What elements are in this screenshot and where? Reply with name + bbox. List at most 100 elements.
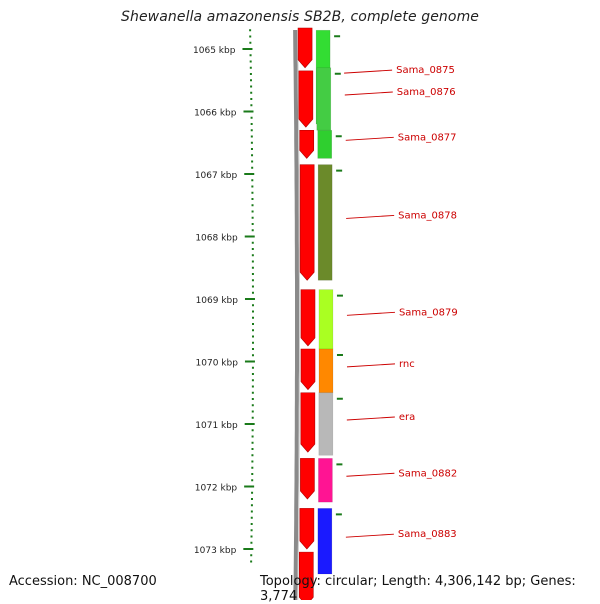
scale-minor-tick: [249, 35, 252, 38]
scale-minor-tick: [251, 410, 254, 413]
scale-minor-tick: [249, 29, 252, 32]
scale-minor-tick: [251, 391, 254, 394]
backbone-outer-arc: [293, 29, 299, 600]
scale-minor-tick: [251, 198, 254, 200]
scale-minor-tick: [251, 210, 254, 213]
genome-title: Shewanella amazonensis SB2B, complete ge…: [120, 9, 480, 25]
scale-minor-tick: [250, 116, 253, 119]
scale-minor-tick: [251, 398, 254, 400]
scale-minor-tick: [250, 554, 253, 557]
gene-block-sama_0883: [317, 508, 333, 575]
scale-minor-tick: [250, 129, 253, 132]
scale-minor-tick: [250, 498, 253, 500]
scale-minor-tick: [251, 291, 254, 294]
scale-minor-tick: [251, 185, 254, 188]
gene-label-leader: [346, 363, 396, 368]
scale-tick-label: 1067 kbp: [195, 171, 238, 181]
gene-label-sama_0878: Sama_0878: [398, 210, 457, 221]
reverse-strand-gene-arrow: [298, 551, 314, 600]
scale-minor-tick: [250, 85, 253, 88]
gene-block-sama_0877: [317, 129, 333, 159]
gene-label-rnc: rnc: [399, 359, 415, 370]
gene-label-leader: [344, 69, 393, 74]
scale-minor-tick: [250, 516, 253, 519]
scale-minor-tick: [251, 191, 254, 194]
scale-minor-tick: [249, 41, 252, 44]
gene-block-era: [318, 392, 334, 456]
gene-label-leader: [345, 136, 394, 141]
gene-labels: Sama_0875 Sama_0876 Sama_0877 Sama_0878 Sama…: [344, 65, 458, 540]
scale-minor-tick: [250, 541, 253, 544]
scale-minor-tick: [251, 348, 254, 350]
scale-minor-tick: [249, 73, 252, 75]
scale-tick-label: 1065 kbp: [193, 46, 236, 56]
scale-minor-tick: [250, 148, 253, 150]
scale-minor-tick: [251, 241, 254, 244]
scale-minor-tick: [249, 54, 252, 57]
scale-tick-label: 1069 kbp: [196, 296, 239, 306]
gene-label-leader: [346, 472, 395, 477]
reverse-strand-gene-arrow: [299, 508, 315, 550]
scale-minor-tick: [250, 79, 253, 82]
scale-minor-tick: [251, 279, 254, 282]
reverse-strand-gene-arrow: [300, 348, 316, 391]
scale-minor-tick: [251, 479, 254, 482]
gene-label-leader: [346, 214, 395, 219]
gene-label-leader: [344, 91, 393, 96]
scale-minor-tick: [250, 135, 253, 138]
gene-label-sama_0876: Sama_0876: [397, 87, 456, 98]
scale-minor-tick: [251, 373, 254, 375]
scale-tick-label: 1072 kbp: [195, 484, 238, 494]
kbp-scale: 1065 kbp 1066 kbp 1067 kbp 1068 kbp 1069 kbp…: [193, 29, 255, 563]
gene-label-leader: [346, 416, 395, 421]
scale-minor-tick: [250, 141, 253, 144]
scale-tick-label: 1066 kbp: [194, 109, 237, 119]
scale-minor-tick: [251, 254, 254, 257]
scale-minor-tick: [250, 504, 253, 507]
gene-label-sama_0879: Sama_0879: [399, 307, 458, 318]
scale-minor-tick: [251, 266, 254, 269]
scale-minor-tick: [251, 204, 254, 207]
scale-minor-tick: [251, 354, 254, 357]
scale-tick-label: 1068 kbp: [195, 234, 238, 244]
gene-block-sama_0879: [318, 289, 334, 350]
gene-label-sama_0877: Sama_0877: [398, 132, 457, 143]
scale-minor-tick: [251, 223, 254, 225]
gene-block-sama_0882: [318, 458, 333, 503]
scale-minor-tick: [251, 341, 254, 344]
scale-minor-tick: [251, 454, 254, 457]
scale-minor-tick: [251, 441, 254, 444]
scale-minor-tick: [251, 229, 254, 232]
accession-text: Accession: NC_008700: [9, 574, 157, 589]
scale-minor-tick: [251, 273, 254, 275]
scale-minor-tick: [251, 323, 254, 325]
scale-minor-tick: [251, 216, 254, 219]
scale-minor-tick: [251, 310, 254, 313]
scale-minor-tick: [251, 385, 254, 388]
scale-minor-tick: [250, 510, 253, 513]
scale-minor-tick: [251, 248, 254, 250]
scale-minor-tick: [250, 560, 253, 563]
gene-label-leader: [345, 533, 394, 538]
scale-minor-tick: [251, 160, 254, 163]
scale-minor-tick: [249, 66, 252, 69]
scale-minor-tick: [250, 523, 253, 525]
gene-block-sama_0878: [317, 164, 333, 281]
scale-minor-tick: [251, 379, 254, 382]
scale-minor-tick: [251, 166, 254, 169]
scale-minor-tick: [251, 404, 254, 407]
scale-minor-tick: [251, 316, 254, 319]
gene-label-sama_0882: Sama_0882: [398, 468, 457, 479]
genome-backbone: [293, 29, 300, 600]
scale-minor-tick: [251, 304, 254, 307]
backbone-highlight-arc: [297, 29, 300, 600]
scale-minor-tick: [251, 473, 254, 475]
scale-minor-tick: [251, 366, 254, 369]
gene-label-era: era: [399, 412, 415, 423]
scale-tick-label: 1070 kbp: [196, 359, 239, 369]
reverse-strand-gene-arrow: [297, 27, 313, 69]
scale-tick-label: 1071 kbp: [195, 421, 238, 431]
reverse-strand-gene-arrow: [299, 129, 315, 159]
gene-label-sama_0875: Sama_0875: [396, 65, 455, 76]
